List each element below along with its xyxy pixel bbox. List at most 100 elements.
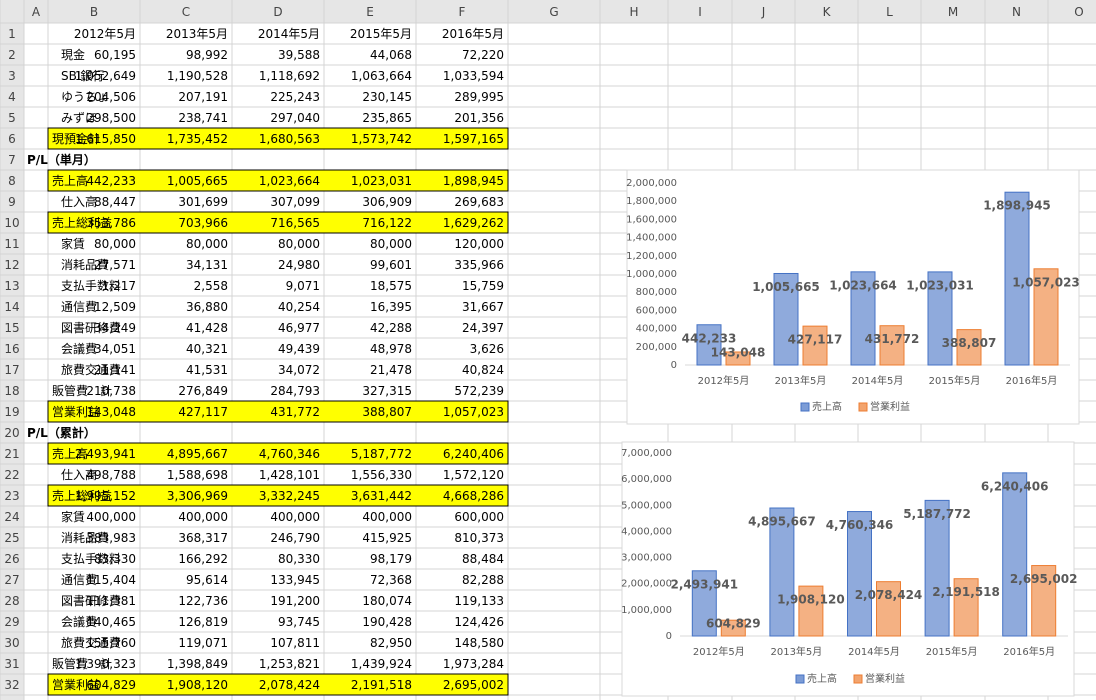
row-label[interactable]: 売上高 [52,446,88,461]
cell-value[interactable]: 1,023,031 [351,174,412,188]
row-label[interactable]: 売上高 [52,173,88,188]
legend-swatch[interactable] [858,402,868,412]
cell-value[interactable]: 41,531 [186,363,228,377]
row-header[interactable]: 29 [4,615,19,629]
cell-value[interactable]: 80,330 [278,552,320,566]
column-header[interactable]: O [1074,5,1083,19]
section-label[interactable]: P/L（累計） [27,425,96,440]
cell-value[interactable]: 191,200 [270,594,320,608]
row-label[interactable]: 仕入高 [61,194,97,209]
cell-value[interactable]: 327,315 [362,384,412,398]
cell-value[interactable]: 3,631,442 [351,489,412,503]
cell-value[interactable]: 140,465 [86,615,136,629]
cell-value[interactable]: 80,000 [94,237,136,251]
cell-value[interactable]: 1,390,323 [75,657,136,671]
cell-value[interactable]: 148,580 [454,636,504,650]
cell-value[interactable]: 810,373 [454,531,504,545]
column-header[interactable]: J [761,5,766,19]
cell-value[interactable]: 88,484 [462,552,504,566]
cell-value[interactable]: 98,179 [370,552,412,566]
cell-value[interactable]: 40,321 [186,342,228,356]
row-label[interactable]: 販管費 計 [52,383,112,398]
row-header[interactable]: 4 [8,90,16,104]
cell-value[interactable]: 2012年5月 [74,27,136,41]
row-header[interactable]: 20 [4,426,19,440]
legend-swatch[interactable] [795,674,805,684]
cell-value[interactable]: 4,760,346 [259,447,320,461]
cell-value[interactable]: 1,428,101 [259,468,320,482]
cell-value[interactable]: 604,829 [86,678,136,692]
row-label[interactable]: 現預金計 [52,131,100,146]
cell-value[interactable]: 133,945 [270,573,320,587]
row-label[interactable]: 会議費 [61,341,97,356]
cell-value[interactable]: 1,680,563 [259,132,320,146]
cell-value[interactable]: 1,597,165 [443,132,504,146]
row-label[interactable]: 販管費 計 [52,656,112,671]
row-header[interactable]: 5 [8,111,16,125]
cell-value[interactable]: 1,033,594 [443,69,504,83]
cell-value[interactable]: 427,117 [178,405,228,419]
cell-value[interactable]: 16,395 [370,300,412,314]
cell-value[interactable]: 99,601 [370,258,412,272]
cell-value[interactable]: 307,099 [270,195,320,209]
cell-value[interactable]: 120,000 [454,237,504,251]
cell-value[interactable]: 27,571 [94,258,136,272]
cell-value[interactable]: 34,051 [94,342,136,356]
row-label[interactable]: 売上総利益 [52,215,112,230]
cell-value[interactable]: 383,983 [86,531,136,545]
cell-value[interactable]: 400,000 [270,510,320,524]
row-label[interactable]: 家賃 [61,236,85,251]
cell-value[interactable]: 1,023,664 [259,174,320,188]
row-header[interactable]: 19 [4,405,19,419]
cell-value[interactable]: 41,428 [186,321,228,335]
row-header[interactable]: 27 [4,573,19,587]
cell-value[interactable]: 388,807 [362,405,412,419]
cell-value[interactable]: 1,253,821 [259,657,320,671]
cell-value[interactable]: 498,788 [86,468,136,482]
cell-value[interactable]: 297,040 [270,111,320,125]
cell-value[interactable]: 201,356 [454,111,504,125]
cell-value[interactable]: 1,735,452 [167,132,228,146]
row-header[interactable]: 30 [4,636,19,650]
cell-value[interactable]: 2013年5月 [166,27,228,41]
row-header[interactable]: 26 [4,552,19,566]
cell-value[interactable]: 400,000 [362,510,412,524]
cell-value[interactable]: 716,565 [270,216,320,230]
cell-value[interactable]: 95,614 [186,573,228,587]
cell-value[interactable]: 124,426 [454,615,504,629]
column-header[interactable]: A [32,5,41,19]
cell-value[interactable]: 80,000 [278,237,320,251]
cell-value[interactable]: 155,760 [86,636,136,650]
column-header[interactable]: L [886,5,893,19]
cell-value[interactable]: 1,398,849 [167,657,228,671]
cell-value[interactable]: 298,500 [86,111,136,125]
cell-value[interactable]: 1,973,284 [443,657,504,671]
row-label[interactable]: 図書研修費 [61,593,121,608]
cell-value[interactable]: 353,786 [86,216,136,230]
row-header[interactable]: 1 [8,27,16,41]
row-header[interactable]: 22 [4,468,19,482]
cell-value[interactable]: 80,000 [186,237,228,251]
cell-value[interactable]: 1,118,692 [259,69,320,83]
row-header[interactable]: 3 [8,69,16,83]
cell-value[interactable]: 2016年5月 [442,27,504,41]
cell-value[interactable]: 269,683 [454,195,504,209]
row-label[interactable]: SBI銀行 [61,69,104,83]
legend-label[interactable]: 売上高 [807,672,837,685]
cell-value[interactable]: 83,330 [94,552,136,566]
row-label[interactable]: 家賃 [61,509,85,524]
cell-value[interactable]: 600,000 [454,510,504,524]
cell-value[interactable]: 21,478 [370,363,412,377]
cell-value[interactable]: 3,306,969 [167,489,228,503]
row-label[interactable]: 消耗品費 [61,530,109,545]
section-label[interactable]: P/L（単月） [27,152,96,167]
cell-value[interactable]: 703,966 [178,216,228,230]
cell-value[interactable]: 1,588,698 [167,468,228,482]
legend-swatch[interactable] [853,674,863,684]
cell-value[interactable]: 119,071 [178,636,228,650]
cell-value[interactable]: 431,772 [270,405,320,419]
cell-value[interactable]: 1,556,330 [351,468,412,482]
row-header[interactable]: 12 [4,258,19,272]
legend-label[interactable]: 売上高 [812,400,842,413]
cell-value[interactable]: 572,239 [454,384,504,398]
